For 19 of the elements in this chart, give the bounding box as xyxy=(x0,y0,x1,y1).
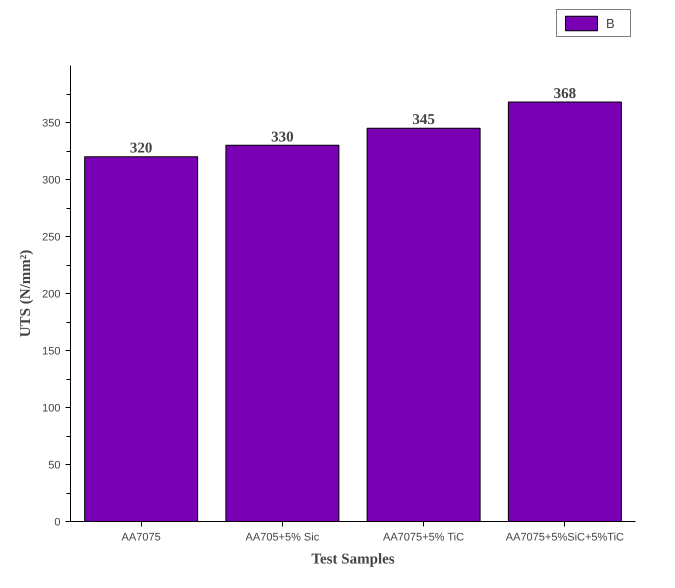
y-tick-label: 250 xyxy=(42,232,61,244)
y-tick-label: 200 xyxy=(42,288,61,300)
data-label: 320 xyxy=(130,140,152,157)
data-label: 368 xyxy=(554,86,576,102)
x-tick-label: AA7075 xyxy=(122,532,161,544)
x-tick-label: AA7075+5%SiC+5%TiC xyxy=(506,532,624,544)
y-tick-label: 100 xyxy=(42,402,61,414)
y-tick-label: 350 xyxy=(42,118,61,130)
y-tick-label: 0 xyxy=(54,516,61,528)
x-tick-label: AA705+5% Sic xyxy=(246,532,320,544)
data-label: 330 xyxy=(271,129,294,146)
y-tick-label: 300 xyxy=(42,174,61,186)
data-label: 345 xyxy=(412,112,435,128)
x-tick-label: AA7075+5% TiC xyxy=(383,532,464,544)
legend-label: B xyxy=(606,16,616,30)
y-tick-label: 150 xyxy=(42,346,61,358)
y-axis-title: UTS (N/mm²) xyxy=(18,250,34,338)
y-tick-label: 50 xyxy=(48,460,61,472)
x-axis-title: Test Samples xyxy=(311,552,395,568)
